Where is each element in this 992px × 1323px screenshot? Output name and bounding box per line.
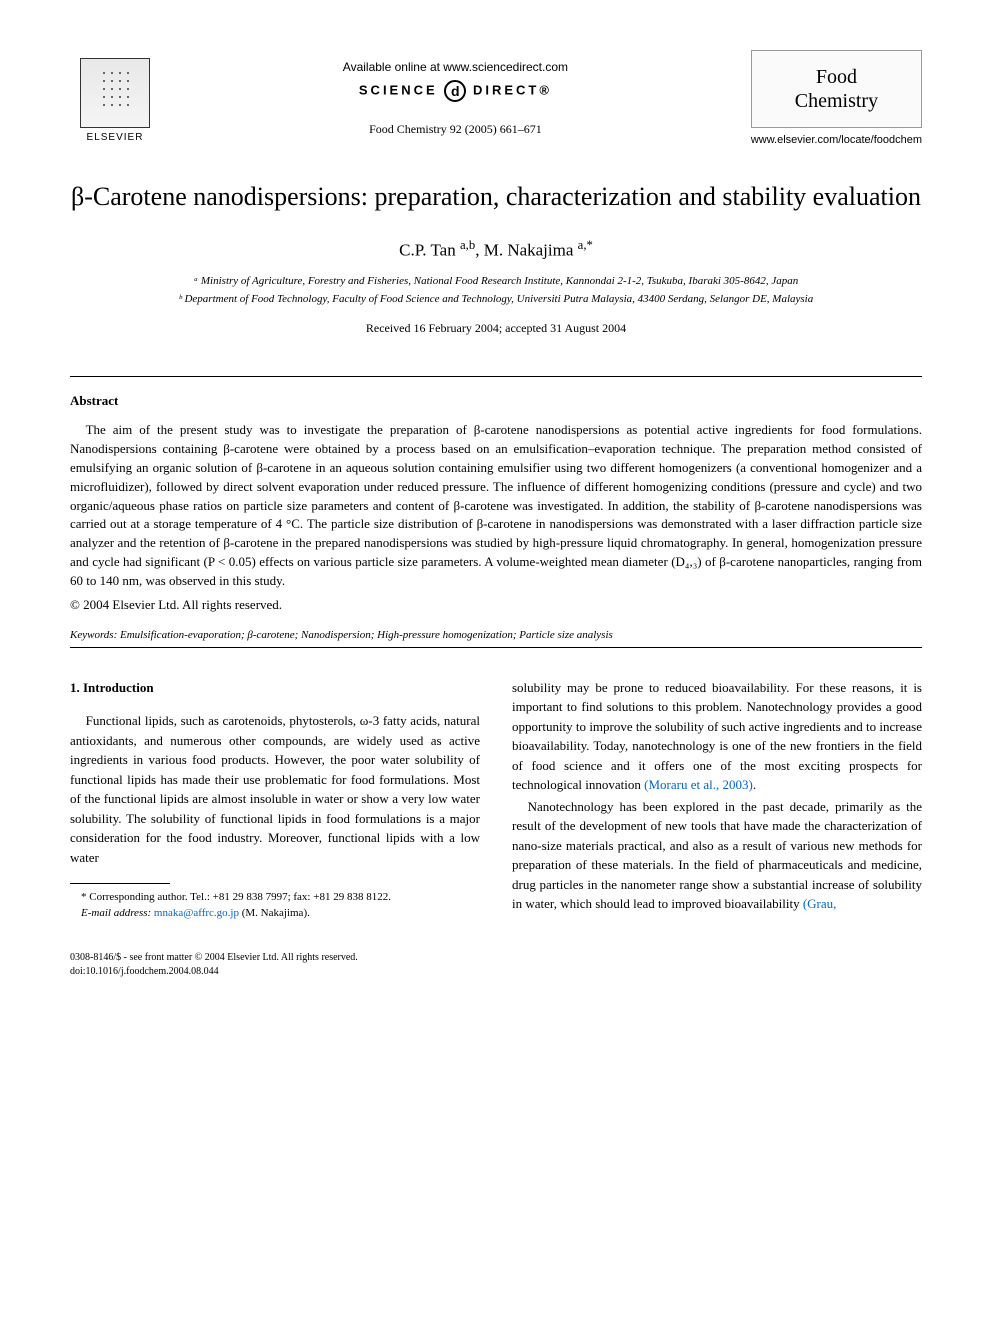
journal-url: www.elsevier.com/locate/foodchem bbox=[751, 134, 922, 146]
author-1: C.P. Tan bbox=[399, 240, 460, 259]
science-direct-logo: SCIENCE d DIRECT® bbox=[160, 80, 751, 102]
intro-para-col2-1: solubility may be prone to reduced bioav… bbox=[512, 678, 922, 795]
elsevier-tree-icon bbox=[80, 58, 150, 128]
elsevier-label: ELSEVIER bbox=[87, 132, 144, 143]
left-column: 1. Introduction Functional lipids, such … bbox=[70, 678, 480, 979]
keywords-divider-bottom bbox=[70, 647, 922, 648]
journal-box: Food Chemistry bbox=[751, 50, 922, 128]
citation-text: Food Chemistry 92 (2005) 661–671 bbox=[160, 122, 751, 137]
affiliation-a: ᵃ Ministry of Agriculture, Forestry and … bbox=[70, 274, 922, 289]
abstract-body: The aim of the present study was to inve… bbox=[70, 421, 922, 591]
abstract-divider-top bbox=[70, 376, 922, 377]
journal-box-wrapper: Food Chemistry www.elsevier.com/locate/f… bbox=[751, 50, 922, 146]
ref-moraru[interactable]: (Moraru et al., 2003) bbox=[644, 777, 753, 792]
footnote-divider bbox=[70, 883, 170, 884]
right-column: solubility may be prone to reduced bioav… bbox=[512, 678, 922, 979]
header-top: ELSEVIER Available online at www.science… bbox=[70, 50, 922, 150]
sd-right: DIRECT® bbox=[473, 82, 552, 97]
sd-at-icon: d bbox=[444, 80, 466, 102]
header-center: Available online at www.sciencedirect.co… bbox=[160, 50, 751, 137]
author-2: , M. Nakajima bbox=[475, 240, 577, 259]
email-footnote: E-mail address: mnaka@affrc.go.jp (M. Na… bbox=[70, 906, 480, 921]
introduction-heading: 1. Introduction bbox=[70, 678, 480, 698]
keywords-line: Keywords: Emulsification-evaporation; β-… bbox=[70, 629, 922, 641]
ref-grau[interactable]: (Grau, bbox=[803, 896, 837, 911]
journal-name-line2: Chemistry bbox=[770, 89, 903, 113]
email-link[interactable]: mnaka@affrc.go.jp bbox=[151, 907, 239, 919]
intro-para-col2-2: Nanotechnology has been explored in the … bbox=[512, 797, 922, 914]
keywords-text: Emulsification-evaporation; β-carotene; … bbox=[117, 629, 613, 641]
two-column-body: 1. Introduction Functional lipids, such … bbox=[70, 678, 922, 979]
email-label: E-mail address: bbox=[81, 907, 151, 919]
copyright-text: © 2004 Elsevier Ltd. All rights reserved… bbox=[70, 597, 922, 613]
doi-line1: 0308-8146/$ - see front matter © 2004 El… bbox=[70, 951, 480, 965]
doi-line2: doi:10.1016/j.foodchem.2004.08.044 bbox=[70, 965, 480, 979]
article-title: β-Carotene nanodispersions: preparation,… bbox=[70, 180, 922, 214]
corresponding-footnote: * Corresponding author. Tel.: +81 29 838… bbox=[70, 890, 480, 905]
available-online-text: Available online at www.sciencedirect.co… bbox=[160, 60, 751, 74]
col2-p1-text: solubility may be prone to reduced bioav… bbox=[512, 680, 922, 793]
author-2-sup: a,* bbox=[578, 238, 593, 252]
elsevier-logo: ELSEVIER bbox=[70, 50, 160, 150]
col2-p2-text: Nanotechnology has been explored in the … bbox=[512, 799, 922, 912]
received-date: Received 16 February 2004; accepted 31 A… bbox=[70, 321, 922, 336]
col2-p1-end: . bbox=[753, 777, 756, 792]
keywords-label: Keywords: bbox=[70, 629, 117, 641]
email-suffix: (M. Nakajima). bbox=[239, 907, 310, 919]
intro-para-1: Functional lipids, such as carotenoids, … bbox=[70, 711, 480, 867]
affiliation-b: ᵇ Department of Food Technology, Faculty… bbox=[70, 292, 922, 307]
abstract-heading: Abstract bbox=[70, 393, 922, 409]
sd-left: SCIENCE bbox=[359, 82, 438, 97]
doi-block: 0308-8146/$ - see front matter © 2004 El… bbox=[70, 951, 480, 979]
authors-line: C.P. Tan a,b, M. Nakajima a,* bbox=[70, 238, 922, 261]
author-1-sup: a,b bbox=[460, 238, 475, 252]
journal-name-line1: Food bbox=[770, 65, 903, 89]
